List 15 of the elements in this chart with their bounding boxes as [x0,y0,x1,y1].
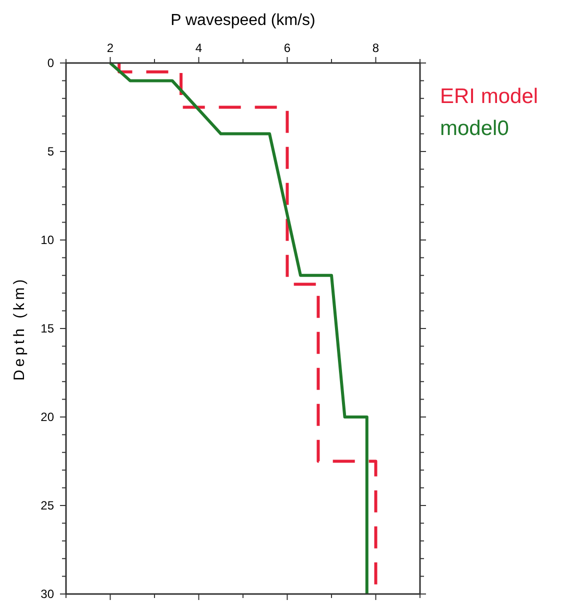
x-tick-label: 4 [195,41,202,55]
x-tick-label: 6 [284,41,291,55]
y-tick-label: 30 [40,587,54,601]
y-tick-label: 0 [47,56,54,70]
y-tick-label: 5 [47,144,54,158]
y-tick-label: 20 [40,410,54,424]
y-tick-label: 25 [40,498,54,512]
text: model0 [440,117,509,140]
y-tick-label: 15 [40,322,54,336]
y-tick-label: 10 [40,233,54,247]
x-axis-title: P wavespeed (km/s) [170,12,316,29]
text: ERI model [440,85,538,108]
y-axis-title: Depth (km) [11,276,28,381]
x-tick-label: 8 [372,41,380,55]
x-tick-label: 2 [106,41,114,55]
